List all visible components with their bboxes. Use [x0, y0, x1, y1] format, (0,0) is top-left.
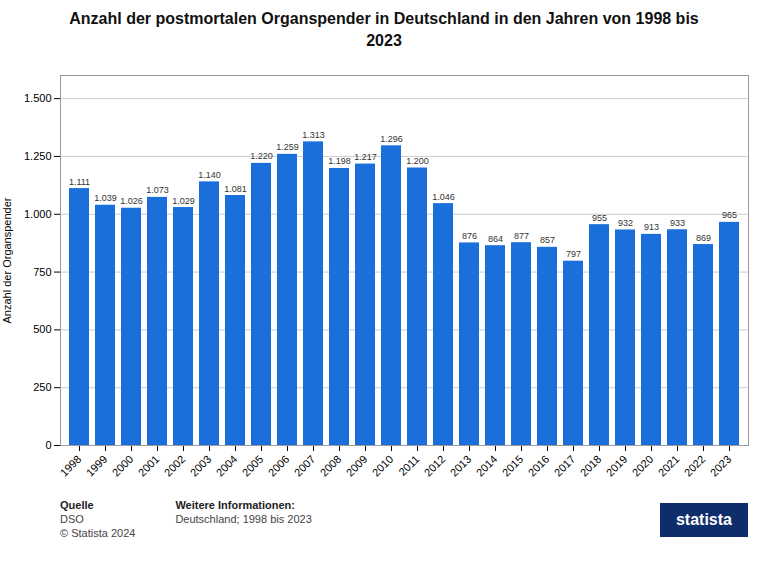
svg-text:2014: 2014	[474, 453, 500, 479]
svg-text:2016: 2016	[526, 453, 552, 479]
html-text:DSO: DSO	[60, 513, 84, 526]
svg-text:955: 955	[592, 213, 607, 223]
html-text:statista: statista	[676, 511, 732, 529]
svg-text:2005: 2005	[240, 453, 266, 479]
svg-text:2018: 2018	[578, 453, 604, 479]
svg-text:2020: 2020	[630, 453, 656, 479]
svg-text:2021: 2021	[656, 453, 682, 479]
svg-text:864: 864	[488, 234, 503, 244]
html-text:Anzahl der postmortalen Organs: Anzahl der postmortalen Organspender in …	[69, 10, 699, 49]
svg-text:1.500: 1.500	[24, 92, 52, 104]
svg-text:1998: 1998	[58, 453, 84, 479]
svg-text:2008: 2008	[318, 453, 344, 479]
svg-text:1.250: 1.250	[24, 150, 52, 162]
svg-text:2003: 2003	[188, 453, 214, 479]
svg-text:1.217: 1.217	[354, 152, 377, 162]
svg-text:857: 857	[540, 236, 555, 246]
svg-text:Anzahl der Organspender: Anzahl der Organspender	[1, 197, 13, 323]
svg-text:2013: 2013	[448, 453, 474, 479]
svg-text:913: 913	[644, 223, 659, 233]
svg-text:1.046: 1.046	[432, 192, 455, 202]
svg-text:932: 932	[618, 218, 633, 228]
html-text:Weitere Informationen:: Weitere Informationen:	[175, 499, 295, 512]
svg-text:2019: 2019	[604, 453, 630, 479]
svg-text:1.026: 1.026	[120, 196, 143, 206]
svg-text:2002: 2002	[162, 453, 188, 479]
svg-text:1.198: 1.198	[328, 157, 351, 167]
svg-text:869: 869	[696, 233, 711, 243]
svg-text:1.081: 1.081	[224, 184, 247, 194]
svg-text:1.000: 1.000	[24, 208, 52, 220]
svg-text:2012: 2012	[422, 453, 448, 479]
svg-text:2004: 2004	[214, 453, 240, 479]
svg-text:1.313: 1.313	[302, 130, 325, 140]
svg-text:965: 965	[722, 211, 737, 221]
svg-text:1.296: 1.296	[380, 134, 403, 144]
html-text:Deutschland; 1998 bis 2023: Deutschland; 1998 bis 2023	[175, 513, 312, 526]
svg-text:1.200: 1.200	[406, 156, 429, 166]
svg-text:250: 250	[33, 381, 51, 393]
svg-text:0: 0	[45, 439, 51, 451]
html-text:© Statista 2024: © Statista 2024	[60, 527, 136, 540]
svg-text:750: 750	[33, 266, 51, 278]
svg-text:1.029: 1.029	[172, 196, 195, 206]
svg-text:1.039: 1.039	[94, 193, 117, 203]
svg-text:2009: 2009	[344, 453, 370, 479]
svg-text:2001: 2001	[136, 453, 162, 479]
svg-text:1.140: 1.140	[198, 170, 221, 180]
svg-text:877: 877	[514, 231, 529, 241]
svg-text:1.073: 1.073	[146, 186, 169, 196]
svg-text:2023: 2023	[708, 453, 734, 479]
svg-text:2010: 2010	[370, 453, 396, 479]
svg-text:500: 500	[33, 324, 51, 336]
svg-text:1.259: 1.259	[276, 143, 299, 153]
svg-text:1.111: 1.111	[69, 177, 90, 187]
svg-text:933: 933	[670, 218, 685, 228]
svg-text:1999: 1999	[84, 453, 110, 479]
svg-text:1.220: 1.220	[250, 152, 273, 162]
svg-text:2011: 2011	[396, 453, 421, 478]
svg-text:2006: 2006	[266, 453, 292, 479]
html-text:Quelle: Quelle	[60, 499, 94, 512]
svg-text:2015: 2015	[500, 453, 526, 479]
svg-text:876: 876	[462, 231, 477, 241]
svg-text:2022: 2022	[682, 453, 708, 479]
svg-text:797: 797	[566, 249, 581, 259]
svg-text:2007: 2007	[292, 453, 318, 479]
svg-text:2017: 2017	[552, 453, 578, 479]
svg-text:2000: 2000	[110, 453, 136, 479]
